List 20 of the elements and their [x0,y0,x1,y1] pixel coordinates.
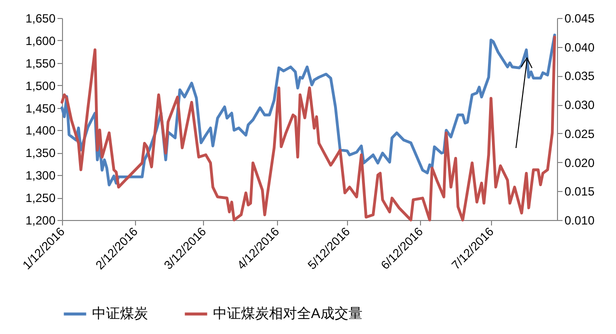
y2-tick-label: 0.020 [564,156,595,170]
y-tick-label: 1,300 [25,168,56,183]
y2-tick-label: 0.030 [564,98,595,112]
y-tick-label: 1,650 [25,12,56,26]
legend-label: 中证煤炭相对全A成交量 [213,305,362,321]
y2-tick-label: 0.040 [564,40,595,54]
y-tick-label: 1,450 [25,101,56,116]
y2-tick-label: 0.045 [564,12,595,26]
y-tick-label: 1,350 [25,146,56,160]
y-tick-label: 1,250 [25,191,56,206]
y-tick-label: 1,550 [25,56,56,70]
y2-tick-label: 0.035 [564,69,595,84]
y2-tick-label: 0.015 [564,184,595,199]
y2-tick-label: 0.025 [564,126,595,141]
y-tick-label: 1,400 [25,124,56,138]
y-tick-label: 1,200 [25,214,56,228]
y-tick-label: 1,500 [25,78,56,93]
legend-label: 中证煤炭 [92,305,148,321]
y-tick-label: 1,600 [25,34,56,48]
y2-tick-label: 0.010 [564,214,595,228]
